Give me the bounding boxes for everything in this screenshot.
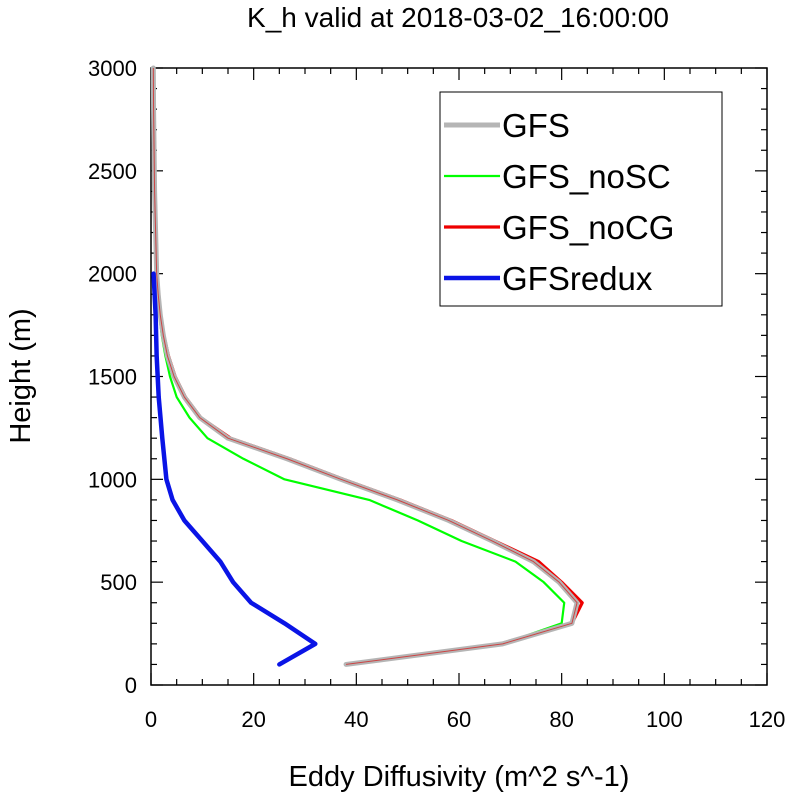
legend-box — [439, 91, 723, 307]
x-tick-label: 0 — [145, 707, 157, 732]
series-layer — [150, 65, 584, 667]
tick-labels: 0 20 40 60 80 100 120 0 500 1000 1500 2000 2500 3000 — [88, 56, 785, 732]
x-tick-label: 100 — [646, 707, 683, 732]
y-tick-label: 2000 — [88, 262, 137, 287]
y-tick-label: 0 — [125, 673, 137, 698]
x-axis-label: Eddy Diffusivity (m^2 s^-1) — [289, 761, 630, 793]
axis-ticks — [150, 67, 768, 686]
x-tick-label: 60 — [447, 707, 471, 732]
y-tick-label: 3000 — [88, 56, 137, 81]
y-tick-label: 2500 — [88, 159, 137, 184]
series-line-gfs-core — [152, 67, 578, 665]
y-tick-label: 500 — [100, 570, 137, 595]
y-axis-label: Height (m) — [5, 308, 37, 443]
x-tick-label: 120 — [749, 707, 786, 732]
x-tick-label: 20 — [241, 707, 265, 732]
legend-label-gfsredux: GFSredux — [502, 260, 653, 297]
y-tick-label: 1000 — [88, 467, 137, 492]
legend-label-gfs-nocg: GFS_noCG — [502, 209, 674, 246]
legend-label-gfs-nosc: GFS_noSC — [502, 158, 671, 195]
x-tick-label: 40 — [344, 707, 368, 732]
x-tick-label: 80 — [549, 707, 573, 732]
series-line-gfsredux — [151, 271, 318, 667]
legend: GFS GFS_noSC GFS_noCG GFSredux — [439, 91, 723, 307]
legend-label-gfs: GFS — [502, 107, 570, 144]
chart-title: K_h valid at 2018-03-02_16:00:00 — [247, 2, 669, 33]
y-tick-label: 1500 — [88, 365, 137, 390]
legend-entries: GFS GFS_noSC GFS_noCG GFSredux — [444, 107, 674, 297]
